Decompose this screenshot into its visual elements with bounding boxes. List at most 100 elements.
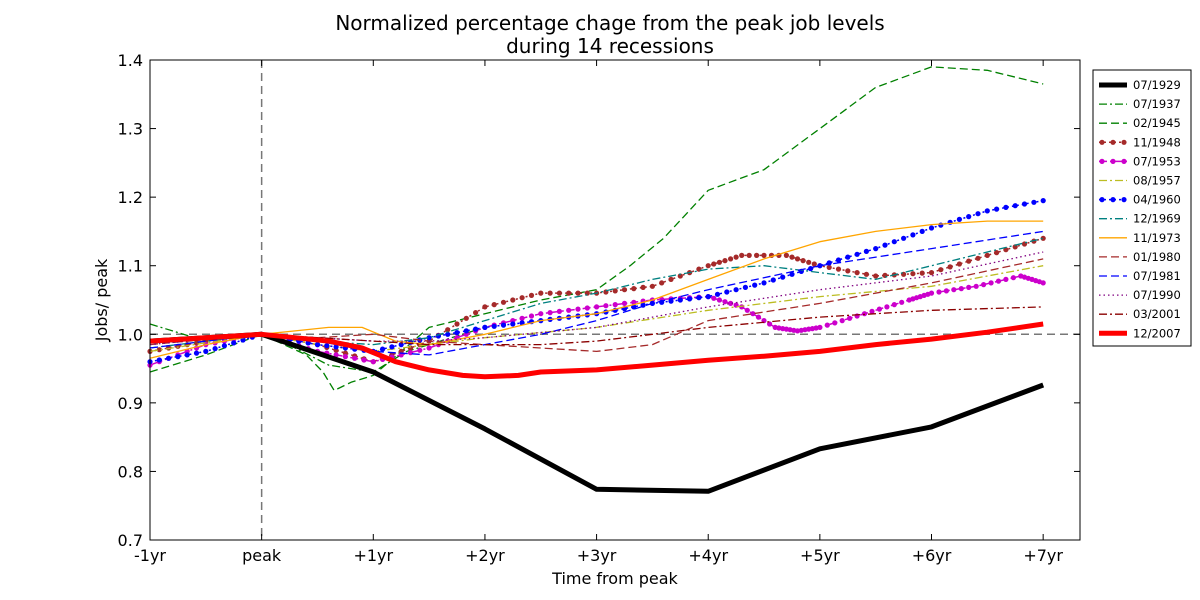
series-marker-07-1953 (584, 305, 590, 311)
series-marker-11-1948 (668, 276, 674, 282)
series-marker-04-1960 (891, 239, 897, 245)
series-marker-07-1953 (750, 311, 756, 317)
series-marker-11-1948 (547, 290, 553, 296)
x-tick-label: peak (242, 546, 282, 565)
series-marker-07-1953 (711, 295, 717, 301)
series-marker-07-1953 (556, 308, 563, 314)
series-marker-07-1953 (839, 318, 845, 324)
plot-area (150, 60, 1080, 540)
y-axis-label: Jobs/ peak (92, 258, 111, 342)
series-marker-07-1953 (333, 352, 339, 358)
series-marker-04-1960 (956, 216, 963, 222)
series-marker-11-1948 (806, 259, 812, 265)
series-marker-04-1960 (854, 251, 860, 257)
series-marker-11-1948 (789, 254, 795, 260)
x-tick-label: +1yr (353, 546, 393, 565)
legend-label: 01/1980 (1133, 250, 1181, 264)
series-marker-07-1953 (538, 311, 544, 317)
series-marker-07-1953 (342, 354, 348, 360)
series-12-2007 (149, 321, 1044, 380)
series-marker-04-1960 (380, 346, 386, 352)
series-line-02-1945 (149, 66, 1044, 392)
series-marker-11-1948 (500, 299, 507, 305)
series-marker-04-1960 (156, 357, 162, 363)
series-marker-04-1960 (454, 330, 460, 336)
series-marker-11-1948 (1040, 235, 1046, 241)
x-tick-label: +5yr (800, 546, 840, 565)
series-marker-04-1960 (696, 295, 702, 301)
series-marker-07-1953 (1003, 276, 1009, 282)
series-marker-07-1953 (612, 302, 618, 308)
series-marker-11-1948 (640, 284, 646, 290)
series-marker-04-1960 (333, 344, 339, 350)
legend-entry-07-1990: 07/1990 (1099, 288, 1181, 302)
series-marker-04-1960 (761, 280, 767, 286)
legend-box (1092, 69, 1192, 347)
series-marker-04-1960 (835, 257, 842, 263)
series-marker-04-1960 (212, 346, 218, 352)
series-marker-04-1960 (984, 208, 990, 214)
series-11-1973 (149, 220, 1044, 359)
series-marker-04-1960 (994, 206, 1000, 212)
series-marker-04-1960 (882, 242, 888, 248)
series-02-1945 (149, 66, 1044, 392)
axis-ticks: -1yr peak +1yr +2yr +3yr +4yr +5yr +6yr +7yr 0.7 0… (118, 51, 1080, 565)
plot-frame (149, 59, 1081, 541)
legend-swatch-marker (1110, 139, 1116, 145)
series-marker-11-1948 (811, 261, 817, 267)
series-marker-04-1960 (389, 344, 395, 350)
legend-swatch-marker (1121, 197, 1127, 203)
series-marker-07-1953 (817, 324, 823, 330)
series-marker-07-1953 (716, 297, 723, 303)
series-marker-11-1948 (631, 286, 637, 292)
series-marker-11-1948 (510, 297, 516, 303)
series-marker-11-1948 (947, 264, 953, 270)
x-tick-label: +2yr (465, 546, 505, 565)
series-marker-04-1960 (500, 322, 507, 328)
series-layer (147, 66, 1046, 494)
series-marker-07-1953 (884, 304, 890, 310)
series-marker-11-1948 (519, 295, 525, 301)
series-marker-11-1948 (873, 273, 879, 279)
series-line-12-2007 (149, 321, 1044, 380)
series-marker-07-1953 (722, 299, 728, 305)
series-marker-04-1960 (714, 291, 721, 297)
series-marker-04-1960 (426, 335, 432, 341)
x-tick-label: -1yr (134, 546, 166, 565)
series-marker-11-1948 (473, 310, 479, 316)
series-marker-07-1953 (876, 306, 883, 312)
series-marker-11-1948 (575, 290, 581, 296)
legend-entry-07-1929: 07/1929 (1099, 78, 1181, 92)
series-marker-04-1960 (231, 340, 237, 346)
series-marker-11-1948 (783, 252, 790, 258)
legend-label: 12/1969 (1133, 212, 1181, 226)
series-marker-07-1953 (824, 322, 830, 328)
series-marker-11-1948 (407, 345, 414, 351)
series-marker-11-1948 (746, 252, 752, 258)
series-marker-11-1948 (919, 270, 925, 276)
series-marker-04-1960 (817, 263, 823, 269)
series-marker-11-1948 (854, 270, 860, 276)
x-tick-label: +4yr (688, 546, 728, 565)
series-marker-11-1948 (754, 252, 760, 258)
series-marker-07-1953 (1040, 280, 1046, 286)
series-marker-11-1948 (761, 252, 767, 258)
series-marker-07-1953 (832, 320, 838, 326)
series-marker-04-1960 (1021, 201, 1028, 207)
series-marker-07-1953 (928, 290, 935, 296)
series-marker-04-1960 (752, 282, 758, 288)
series-marker-04-1960 (780, 274, 786, 280)
legend-label: 11/1973 (1133, 231, 1181, 245)
series-marker-07-1953 (603, 303, 609, 309)
series-marker-07-1953 (744, 307, 750, 313)
series-marker-04-1960 (677, 297, 683, 303)
y-tick-label: 1.4 (118, 51, 143, 70)
series-marker-07-1953 (575, 306, 581, 312)
series-marker-07-1953 (417, 347, 423, 353)
series-marker-07-1953 (958, 286, 964, 292)
series-marker-07-1953 (936, 289, 942, 295)
legend-swatch-marker (1121, 158, 1127, 164)
series-marker-11-1948 (454, 321, 460, 327)
legend-label: 07/1953 (1133, 154, 1181, 168)
legend-swatch-marker (1099, 197, 1105, 203)
